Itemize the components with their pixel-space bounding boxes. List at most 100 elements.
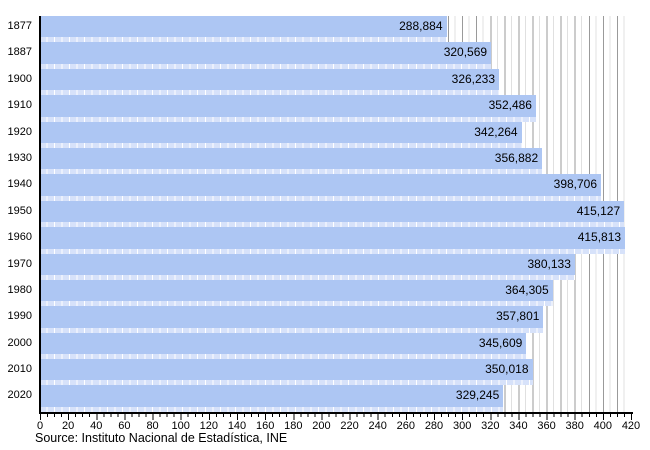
bar-1950: 415,127 [40, 200, 625, 223]
bar-value-label: 356,882 [494, 150, 539, 165]
bar-underline-strip [40, 354, 527, 360]
x-axis-tick-label: 180 [284, 420, 303, 432]
y-axis-label: 2000 [7, 336, 32, 349]
chart-row: 415,813 [40, 227, 631, 254]
x-axis-tick-label: 120 [199, 420, 219, 432]
bar-value-label: 345,609 [478, 335, 523, 350]
x-axis-tick-labels: 0 20 40 60 80 100 120 140 160 180 200 220 240 260 280 3… [37, 420, 640, 433]
y-axis-label: 1900 [7, 72, 32, 85]
bar-1887: 320,569 [40, 42, 492, 64]
y-axis-label: 1940 [7, 178, 32, 191]
x-axis-tick-label: 140 [227, 420, 247, 432]
bar-value-label: 357,801 [496, 309, 540, 324]
bar-underline-strip [40, 222, 625, 228]
bar-value-label: 320,569 [443, 45, 488, 60]
x-axis-ticks [40, 414, 632, 420]
x-axis-tick-label: 360 [537, 420, 556, 432]
x-axis-tick-label: 40 [90, 420, 103, 432]
y-axis-labels: 1877 1887 1900 1910 1920 1930 1940 1950 1960 1970… [0, 16, 34, 412]
bar-underline-strip [40, 116, 536, 122]
x-axis-tick-label: 400 [593, 420, 613, 432]
bar-value-label: 288,884 [399, 19, 443, 33]
chart-row: 357,801 [40, 306, 631, 333]
bar-value-label: 415,127 [576, 203, 621, 218]
x-axis-tick-label: 300 [452, 420, 472, 432]
chart-row: 345,609 [40, 332, 631, 360]
bar-1930: 356,882 [40, 147, 543, 170]
x-axis-tick-label: 220 [340, 420, 359, 432]
bar-2010: 350,018 [40, 359, 533, 381]
chart-row: 415,127 [40, 200, 631, 228]
bar-value-label: 350,018 [485, 362, 529, 377]
bar-underline-strip [40, 142, 522, 148]
y-axis-label: 1910 [7, 99, 32, 112]
bar-1910: 352,486 [40, 95, 536, 117]
x-axis-tick-label: 100 [171, 420, 190, 432]
x-axis-tick-label: 320 [481, 420, 500, 432]
y-axis-label: 1887 [7, 46, 32, 59]
y-axis-label: 1980 [7, 283, 32, 296]
bar-underline-strip [40, 380, 533, 386]
x-axis-tick-label: 60 [118, 420, 131, 432]
bar-1920: 342,264 [40, 121, 522, 143]
bar-1980: 364,305 [40, 279, 553, 302]
chart-row: 288,884 [40, 16, 631, 43]
chart-row: 329,245 [40, 385, 631, 412]
y-axis-label: 1877 [7, 20, 32, 32]
bar-1970: 380,133 [40, 253, 575, 275]
bar-value-label: 326,233 [451, 71, 496, 86]
bar-value-label: 352,486 [488, 98, 532, 113]
y-axis-label: 1960 [7, 231, 32, 244]
y-axis-label: 1920 [7, 125, 32, 138]
bar-2020: 329,245 [40, 385, 504, 407]
x-axis-tick-label: 160 [255, 420, 275, 432]
bar-1900: 326,233 [40, 68, 500, 91]
bar-underline-strip [40, 274, 575, 280]
plot-area: 288,884 320,569 326,233 352,486 342,264 356,8… [40, 16, 631, 412]
x-axis-tick-label: 240 [368, 420, 387, 432]
chart-row: 398,706 [40, 174, 631, 201]
chart-row: 364,305 [40, 279, 631, 307]
bar-1990: 357,801 [40, 306, 544, 328]
y-axis-label: 2010 [7, 363, 32, 376]
chart-row: 320,569 [40, 42, 631, 69]
x-axis-line [38, 412, 633, 414]
x-axis-tick-label: 380 [565, 420, 584, 432]
bar-value-label: 415,813 [577, 230, 622, 245]
bar-underline-strip [40, 301, 553, 307]
bar-underline-strip [40, 63, 492, 69]
chart-row: 380,133 [40, 253, 631, 280]
chart-row: 352,486 [40, 95, 631, 122]
x-axis-tick-label: 420 [621, 420, 641, 432]
x-axis-tick-label: 200 [312, 420, 331, 432]
bar-underline-strip [40, 406, 504, 412]
bar-value-label: 380,133 [527, 256, 571, 271]
bar-1877: 288,884 [40, 16, 447, 38]
bar-1940: 398,706 [40, 174, 602, 196]
x-axis-tick-label: 260 [396, 420, 416, 432]
chart-row: 356,882 [40, 147, 631, 175]
x-axis-tick-label: 80 [146, 420, 159, 432]
bar-value-label: 329,245 [455, 388, 500, 403]
y-axis-label: 2020 [7, 389, 32, 402]
x-axis-tick-label: 340 [509, 420, 528, 432]
bar-value-label: 342,264 [474, 124, 518, 139]
bar-1960: 415,813 [40, 227, 626, 249]
x-axis-tick-label: 280 [424, 420, 444, 432]
bar-underline-strip [40, 90, 500, 96]
chart-row: 350,018 [40, 359, 631, 386]
bar-value-label: 398,706 [553, 177, 598, 192]
bar-underline-strip [40, 169, 543, 175]
chart-row: 342,264 [40, 121, 631, 148]
x-axis-tick-label: 20 [62, 420, 75, 432]
bar-underline-strip [40, 327, 544, 333]
x-axis-tick-label: 0 [36, 420, 44, 432]
source-caption: Source: Instituto Nacional de Estadístic… [35, 431, 288, 445]
bar-underline-strip [40, 37, 447, 43]
y-axis-label: 1990 [7, 310, 32, 323]
bar-underline-strip [40, 248, 626, 254]
y-axis-line [38, 16, 41, 414]
y-axis-label: 1930 [7, 151, 32, 164]
y-axis-label: 1950 [7, 204, 32, 217]
